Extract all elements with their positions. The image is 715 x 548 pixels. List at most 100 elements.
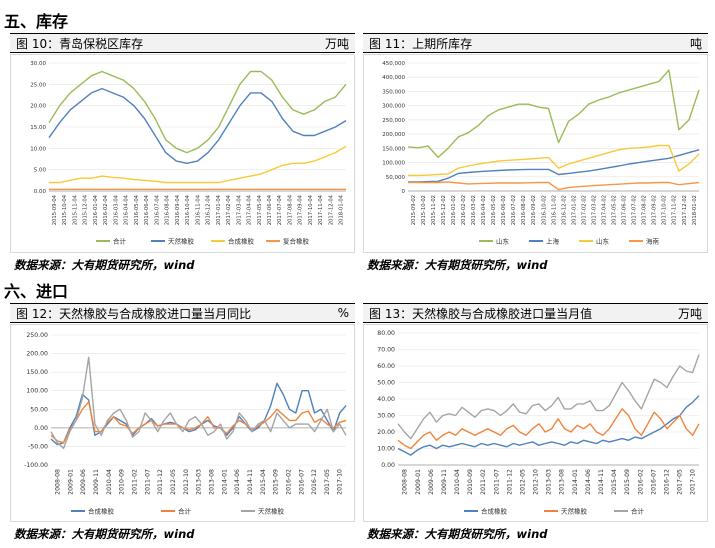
x-tick-label: 2013-03	[196, 469, 203, 495]
legend-label: 天然橡胶	[168, 237, 195, 246]
y-tick-label: 25.00	[30, 82, 46, 88]
x-tick-label: 2017-02-04	[226, 194, 232, 225]
y-tick-label: 200,000	[382, 132, 405, 138]
x-tick-label: 2016-05-02	[491, 195, 497, 225]
fig13-unit: 万吨	[677, 306, 702, 321]
y-tick-label: 30.00	[30, 61, 46, 67]
section-title-inventory: 五、库存	[4, 12, 69, 31]
x-tick-label: 2016-07	[650, 469, 657, 495]
x-tick-label: 2016-02-02	[461, 195, 467, 225]
x-tick-label: 2016-10-02	[541, 195, 547, 225]
y-tick-label: 50.00	[30, 406, 48, 413]
x-tick-label: 2013-08	[208, 469, 215, 495]
series-line-1	[408, 149, 700, 183]
y-tick-label: 30.00	[377, 413, 395, 420]
series-line-2	[397, 354, 700, 440]
x-tick-label: 2016-04-04	[124, 194, 130, 225]
fig12-header: 图 12：天然橡胶与合成橡胶进口量当月同比 %	[10, 303, 355, 323]
series-line-2	[49, 145, 347, 184]
x-tick-label: 2009-11	[441, 469, 448, 495]
x-tick-label: 2012-05	[519, 469, 526, 495]
x-tick-label: 2016-12-04	[206, 194, 212, 225]
legend-label: 合成橡胶	[228, 237, 255, 246]
y-tick-label: 200.00	[26, 351, 48, 358]
x-tick-label: 2010-09	[119, 469, 126, 495]
x-tick-label: 2017-03-04	[236, 194, 242, 225]
y-tick-label: 450,000	[382, 61, 405, 67]
x-tick-label: 2017-10-02	[662, 195, 668, 225]
x-tick-label: 2014-06	[585, 469, 592, 495]
x-tick-label: 2017-01-04	[216, 194, 222, 225]
x-tick-label: 2017-12-02	[682, 195, 688, 225]
fig12-chart-box: -100.00 -50.00 0.00 50.00 100.00 150.00 200.00…	[10, 324, 355, 522]
series-line-1	[397, 408, 700, 450]
x-tick-label: 2010-04	[106, 469, 113, 495]
x-tick-label: 2016-07	[298, 469, 305, 495]
x-tick-label: 2016-08-02	[521, 195, 527, 225]
x-tick-label: 2016-07-02	[511, 195, 517, 225]
x-tick-label: 2017-12-04	[328, 194, 334, 225]
x-tick-label: 2015-11-02	[431, 195, 437, 225]
x-tick-label: 2015-09	[624, 469, 631, 495]
y-tick-label: 0.00	[34, 425, 48, 432]
x-tick-label: 2017-07-04	[277, 194, 283, 225]
x-tick-label: 2017-11-02	[672, 195, 678, 225]
y-tick-label: 50,000	[386, 175, 406, 181]
x-tick-label: 2012-10	[183, 469, 190, 495]
x-tick-label: 2008-08	[55, 469, 62, 495]
x-tick-label: 2009-01	[67, 469, 74, 495]
legend-label: 复合橡胶	[283, 237, 310, 246]
fig11-source: 数据来源：大有期货研究所，wind	[367, 258, 548, 272]
x-tick-label: 2012-05	[170, 469, 177, 495]
fig10-unit: 万吨	[324, 36, 349, 51]
x-tick-label: 2008-08	[402, 469, 409, 495]
section-title-import: 六、进口	[4, 282, 69, 301]
fig13-chart-box: 0.00 10.00 20.00 30.00 40.00 50.00 60.00 70.00 8…	[363, 324, 708, 522]
x-tick-label: 2015-11-04	[72, 194, 78, 225]
fig13-chart: 0.00 10.00 20.00 30.00 40.00 50.00 60.00 70.00 8…	[377, 330, 700, 516]
y-tick-label: 150.00	[26, 369, 48, 376]
x-tick-label: 2016-06-02	[501, 195, 507, 225]
fig10-source: 数据来源：大有期货研究所，wind	[14, 258, 195, 272]
x-tick-label: 2012-10	[533, 469, 540, 495]
x-tick-label: 2013-03	[546, 469, 553, 495]
x-tick-label: 2016-02	[637, 469, 644, 495]
legend-label: 合计	[113, 237, 127, 246]
x-tick-label: 2013-08	[559, 469, 566, 495]
series-line-2	[50, 356, 347, 450]
legend-label: 合计	[178, 507, 192, 516]
x-tick-label: 2016-09-02	[531, 195, 537, 225]
legend-label: 海南	[646, 237, 660, 246]
x-tick-label: 2016-04-02	[481, 195, 487, 225]
x-tick-label: 2017-10	[337, 469, 344, 495]
x-tick-label: 2009-06	[428, 469, 435, 495]
x-tick-label: 2016-01-04	[93, 194, 99, 225]
legend-label: 合计	[631, 507, 645, 516]
y-tick-label: 0.00	[381, 462, 395, 469]
x-tick-label: 2015-12-02	[441, 195, 447, 225]
x-tick-label: 2017-04-04	[247, 194, 253, 225]
legend-label: 山东	[596, 237, 610, 246]
x-tick-label: 2015-04	[611, 469, 618, 495]
x-tick-label: 2016-11-04	[195, 194, 201, 225]
x-tick-label: 2017-06-04	[267, 194, 273, 225]
fig13-source: 数据来源：大有期货研究所，wind	[367, 527, 548, 541]
x-tick-label: 2014-01	[221, 469, 228, 495]
x-tick-label: 2015-10-04	[62, 194, 68, 225]
x-tick-label: 2011-12	[157, 469, 164, 495]
fig12-source: 数据来源：大有期货研究所，wind	[14, 527, 195, 541]
x-tick-label: 2009-01	[415, 469, 422, 495]
x-tick-label: 2014-11	[598, 469, 605, 495]
x-tick-label: 2015-09-04	[52, 194, 58, 225]
y-tick-label: 250,000	[382, 118, 405, 124]
x-tick-label: 2017-11-04	[318, 194, 324, 225]
y-tick-label: 10.00	[377, 446, 395, 453]
y-tick-label: 350,000	[382, 89, 405, 95]
y-tick-label: 40.00	[377, 396, 395, 403]
fig12-unit: %	[337, 306, 349, 320]
y-tick-label: 150,000	[382, 146, 405, 152]
y-tick-label: 0.00	[34, 189, 47, 195]
x-tick-label: 2014-06	[234, 469, 241, 495]
series-line-2	[408, 144, 700, 177]
x-tick-label: 2017-03-02	[591, 195, 597, 225]
